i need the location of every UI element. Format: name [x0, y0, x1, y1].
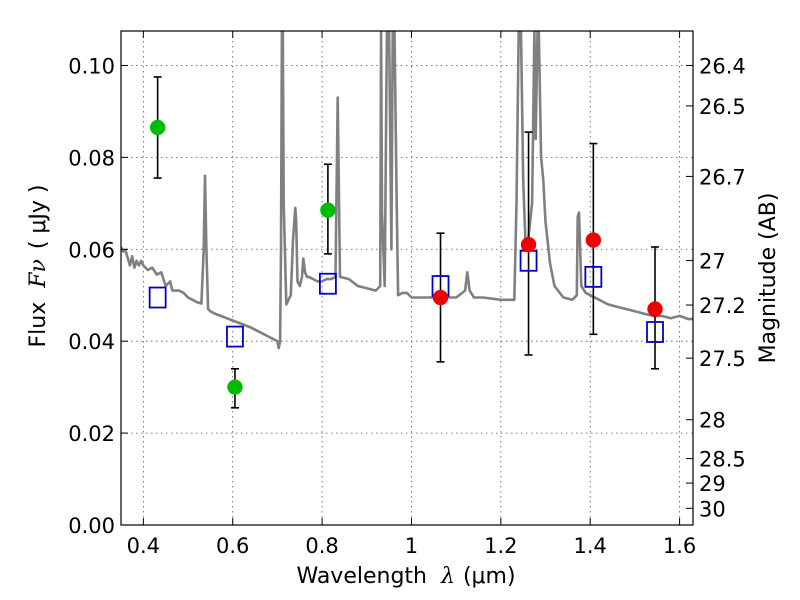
photometry-point [647, 301, 663, 317]
x-axis-label: Wavelength λ (μm) [296, 564, 515, 589]
x-tick-label: 1.6 [663, 534, 696, 558]
magnitude-tick-label: 28.5 [699, 448, 746, 472]
model-photometry-square [148, 286, 167, 309]
x-tick-label: 1.2 [484, 534, 517, 558]
y-tick-label: 0.08 [68, 146, 115, 170]
y-tick-label: 0.00 [68, 514, 115, 538]
observed-photometry-layer [149, 119, 663, 395]
photometry-point [432, 289, 449, 306]
photometry-point [585, 232, 602, 248]
plot-frame [120, 30, 694, 526]
y-tick-labels: 0.00 0.02 0.04 0.06 0.08 0.10 [68, 54, 115, 538]
spectrum-layer [121, 31, 693, 350]
magnitude-axis-label: Magnitude (AB) [756, 193, 781, 364]
magnitude-tick-label: 27 [699, 250, 726, 274]
x-tick-label: 1.4 [574, 534, 607, 558]
tick-marks [121, 31, 693, 526]
magnitude-tick-label: 29 [699, 472, 726, 496]
model-photometry-square [646, 321, 664, 343]
magnitude-tick-label: 26.4 [699, 54, 746, 78]
y-tick-label: 0.06 [68, 238, 115, 262]
photometry-point [520, 236, 537, 253]
x-tick-label: 0.8 [305, 534, 338, 558]
plot-area [121, 31, 693, 525]
x-axis-label-text: Wavelength [296, 564, 427, 589]
spectrum-line [121, 31, 693, 350]
magnitude-tick-label: 28 [699, 409, 726, 433]
y-axis-label-symbol: Fν [26, 259, 51, 289]
y-tick-label: 0.04 [68, 330, 115, 354]
y-tick-label: 0.02 [68, 422, 115, 446]
y-axis-label-text: Flux [26, 302, 51, 348]
x-tick-labels: 0.4 0.6 0.8 1 1.2 1.4 1.6 [127, 534, 697, 558]
magnitude-tick-label: 27.5 [699, 347, 746, 371]
model-photometry-square [226, 325, 244, 348]
x-axis-label-unit: (μm) [463, 564, 516, 589]
x-tick-label: 0.6 [216, 534, 249, 558]
photometry-point [227, 379, 243, 395]
x-tick-label: 1 [405, 534, 418, 558]
magnitude-tick-label: 30 [699, 497, 726, 521]
x-tick-label: 0.4 [127, 534, 160, 558]
model-photometry-square [319, 272, 337, 295]
x-axis-label-symbol: λ [440, 564, 455, 589]
grid [121, 31, 693, 525]
magnitude-tick-label: 26.5 [699, 95, 746, 119]
magnitude-tick-label: 27.2 [699, 294, 746, 318]
model-photometry-square [584, 265, 603, 288]
y-tick-label: 0.10 [68, 54, 115, 78]
y-axis-label-unit: ( μJy ) [26, 184, 51, 249]
photometry-point [149, 119, 166, 136]
photometry-point [320, 202, 336, 218]
magnitude-tick-label: 26.7 [699, 165, 746, 189]
y-axis-label: Flux Fν ( μJy ) [26, 184, 51, 347]
